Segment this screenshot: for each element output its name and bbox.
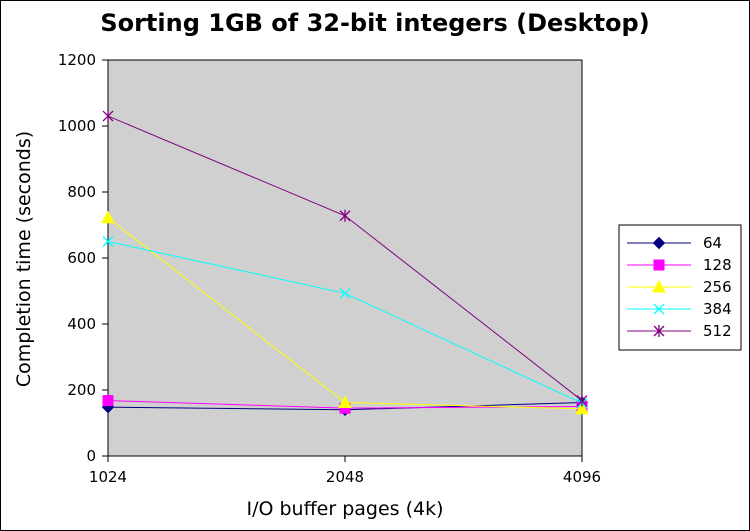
plot-area [107, 59, 583, 457]
legend-marker-384 [653, 303, 665, 315]
y-tick-label: 1000 [58, 117, 96, 135]
x-tick-label: 1024 [89, 468, 127, 486]
legend-label-128: 128 [703, 256, 732, 274]
data-point-256 [575, 401, 589, 415]
data-point-128 [102, 395, 114, 407]
y-axis-title: Completion time (seconds) [13, 131, 35, 387]
legend-label-256: 256 [703, 278, 732, 296]
x-axis-title: I/O buffer pages (4k) [246, 498, 443, 520]
x-tick-label: 2048 [326, 468, 364, 486]
y-tick-label: 200 [67, 381, 96, 399]
y-tick-label: 400 [67, 315, 96, 333]
y-tick-label: 600 [67, 249, 96, 267]
legend-marker-128 [653, 259, 665, 271]
data-point-512 [102, 110, 114, 123]
data-point-512 [339, 209, 351, 222]
legend-marker-256 [652, 279, 666, 293]
data-point-384 [339, 287, 351, 299]
data-point-384 [102, 236, 114, 247]
data-point-512 [576, 394, 588, 407]
legend-label-384: 384 [703, 300, 732, 318]
chart-title: Sorting 1GB of 32-bit integers (Desktop) [100, 9, 650, 37]
y-tick-label: 800 [67, 183, 96, 201]
x-tick-label: 4096 [563, 468, 601, 486]
legend-label-512: 512 [703, 322, 732, 340]
y-tick-label: 1200 [58, 51, 96, 69]
legend-label-64: 64 [703, 234, 722, 252]
data-point-256 [338, 395, 352, 409]
legend-marker-512 [653, 325, 665, 337]
y-tick-label: 0 [86, 447, 96, 465]
legend-marker-64 [652, 236, 666, 250]
data-point-256 [101, 210, 115, 224]
